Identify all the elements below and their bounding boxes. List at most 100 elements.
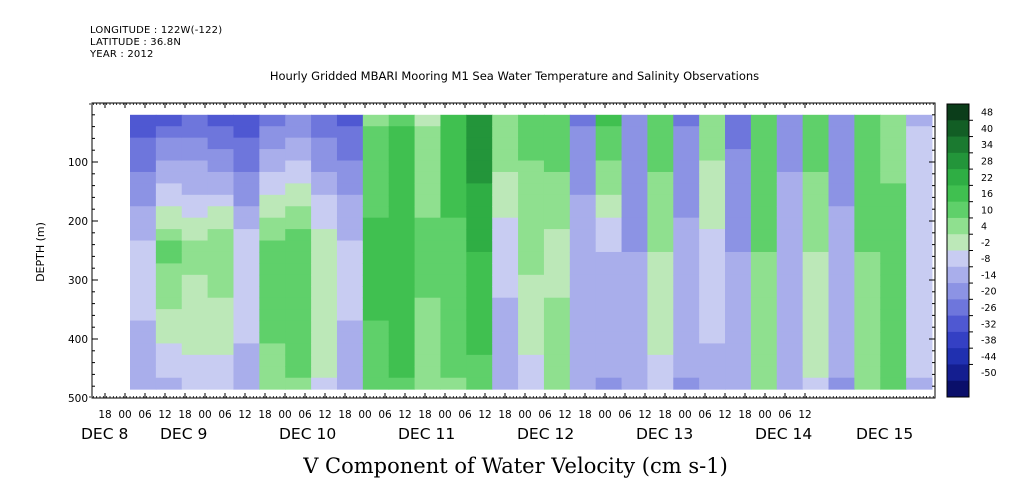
heatmap-cell	[595, 297, 623, 310]
heatmap-cell	[776, 217, 804, 230]
heatmap-cell	[699, 297, 726, 310]
heatmap-cell	[311, 320, 338, 333]
heatmap-cell	[802, 309, 830, 322]
x-tick-label: 00	[198, 409, 211, 421]
heatmap-cell	[595, 160, 623, 173]
x-tick-label: 06	[698, 409, 712, 421]
heatmap-cell	[362, 331, 390, 344]
heatmap-cell	[414, 149, 441, 162]
heatmap-cell	[207, 206, 234, 219]
heatmap-cell	[673, 320, 700, 333]
heatmap-cell	[569, 274, 597, 287]
heatmap-cell	[466, 229, 493, 242]
heatmap-cell	[906, 343, 933, 356]
heatmap-cell	[181, 206, 209, 219]
x-tick-label: 06	[778, 409, 792, 421]
heatmap-cell	[362, 251, 390, 264]
heatmap-cell	[414, 137, 441, 150]
heatmap-cell	[906, 160, 933, 173]
colorbar-label: -38	[981, 336, 997, 347]
heatmap-cell	[673, 354, 700, 367]
heatmap-cell	[492, 354, 519, 367]
heatmap-cell	[673, 137, 700, 150]
heatmap-cell	[155, 331, 183, 344]
x-tick-label: 00	[758, 409, 771, 421]
heatmap-cell	[181, 229, 209, 242]
heatmap-cell	[828, 331, 855, 344]
x-day-label: DEC 9	[160, 425, 207, 443]
heatmap-cell	[440, 366, 467, 379]
heatmap-cell	[750, 251, 778, 264]
heatmap-cell	[207, 263, 234, 276]
heatmap-cell	[362, 126, 390, 139]
colorbar-swatch	[947, 201, 969, 219]
heatmap-cell	[311, 297, 338, 310]
heatmap-cell	[750, 263, 778, 276]
heatmap-cell	[492, 377, 519, 390]
heatmap-cell	[543, 263, 571, 276]
heatmap-cell	[181, 263, 209, 276]
colorbar-swatch	[947, 217, 969, 235]
heatmap-cell	[750, 183, 778, 196]
heatmap-cell	[518, 366, 545, 379]
heatmap-cell	[155, 263, 183, 276]
heatmap-cell	[828, 229, 855, 242]
heatmap-cell	[802, 320, 830, 333]
heatmap-cell	[750, 240, 778, 253]
heatmap-cell	[155, 320, 183, 333]
heatmap-cell	[518, 160, 545, 173]
heatmap-cell	[595, 240, 623, 253]
heatmap-cell	[595, 377, 623, 390]
heatmap-cell	[181, 114, 209, 127]
heatmap-cell	[802, 183, 830, 196]
heatmap-cell	[621, 183, 648, 196]
heatmap-cell	[880, 297, 907, 310]
heatmap-cell	[543, 377, 571, 390]
heatmap-cell	[854, 217, 881, 230]
heatmap-cell	[673, 297, 700, 310]
heatmap-cell	[311, 366, 338, 379]
heatmap-cell	[854, 331, 881, 344]
heatmap-cell	[181, 160, 209, 173]
heatmap-cell	[802, 366, 830, 379]
heatmap-cell	[233, 160, 260, 173]
heatmap-cell	[440, 149, 467, 162]
heatmap-cell	[336, 320, 364, 333]
heatmap-cell	[207, 229, 234, 242]
heatmap-cell	[492, 171, 519, 184]
heatmap-cell	[311, 240, 338, 253]
heatmap-cell	[518, 126, 545, 139]
heatmap-cell	[155, 274, 183, 287]
heatmap-cell	[776, 263, 804, 276]
heatmap-cell	[725, 274, 752, 287]
heatmap-cell	[699, 354, 726, 367]
heatmap-cell	[336, 160, 364, 173]
heatmap-cell	[776, 171, 804, 184]
heatmap-cell	[828, 274, 855, 287]
heatmap-cell	[725, 137, 752, 150]
heatmap-cell	[285, 331, 312, 344]
heatmap-cell	[776, 229, 804, 242]
heatmap-cell	[725, 114, 752, 127]
x-tick-label: 12	[158, 409, 171, 421]
heatmap-cell	[647, 354, 674, 367]
heatmap-cell	[388, 114, 416, 127]
heatmap-cell	[336, 366, 364, 379]
heatmap-cell	[181, 171, 209, 184]
heatmap-cell	[673, 309, 700, 322]
heatmap-cell	[776, 377, 804, 390]
heatmap-cell	[130, 240, 157, 253]
heatmap-cell	[155, 137, 183, 150]
heatmap-cell	[828, 263, 855, 276]
heatmap-cell	[492, 206, 519, 219]
heatmap-cell	[699, 194, 726, 207]
heatmap-cell	[207, 183, 234, 196]
heatmap-cell	[569, 263, 597, 276]
heatmap-cell	[130, 114, 157, 127]
heatmap-cell	[621, 194, 648, 207]
heatmap-cell	[543, 366, 571, 379]
heatmap-cell	[647, 343, 674, 356]
heatmap-cell	[569, 149, 597, 162]
heatmap-cell	[699, 114, 726, 127]
heatmap-cell	[311, 114, 338, 127]
